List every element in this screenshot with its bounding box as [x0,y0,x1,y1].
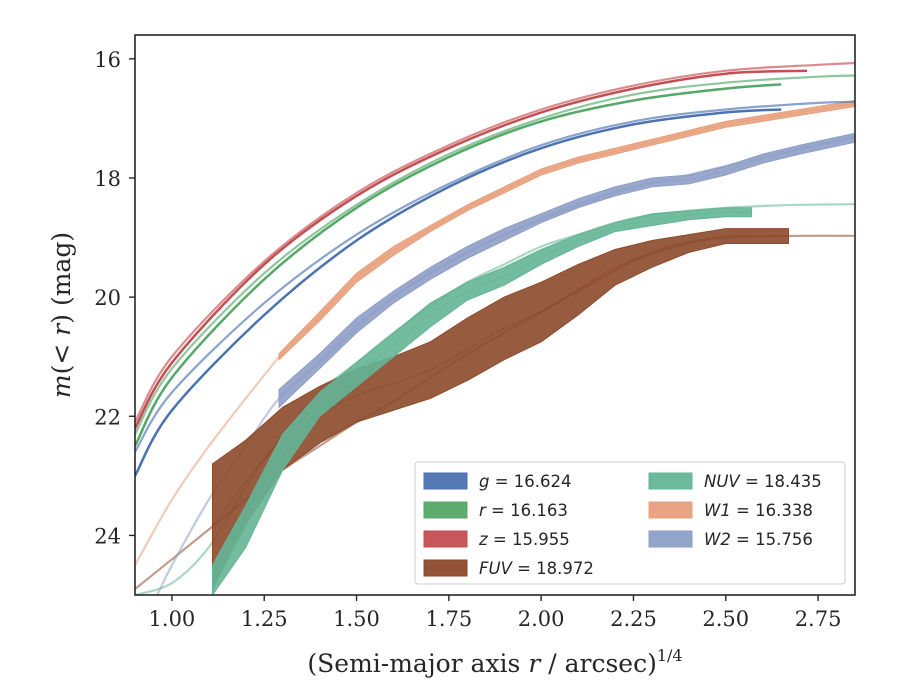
y-tick-label-0: 16 [94,48,121,72]
x-tick-label-6: 2.50 [702,607,749,631]
y-tick-label-2: 20 [94,286,121,310]
x-tick-label-3: 1.75 [425,607,472,631]
x-tick-label-2: 1.50 [333,607,380,631]
x-tick-label-7: 2.75 [795,607,842,631]
x-tick-label-4: 2.00 [518,607,565,631]
y-tick-label-4: 24 [94,524,121,548]
legend-swatch-4 [648,472,693,490]
legend-swatch-6 [648,530,693,548]
series-0-line-secondary [135,108,782,477]
series-6-median [278,137,855,399]
x-tick-label-0: 1.00 [149,607,196,631]
plot-frame [134,34,856,596]
series-6-band [278,132,855,409]
y-tick-label-1: 18 [94,167,121,191]
legend-swatch-3 [423,559,468,577]
legend-label-2: z = 15.955 [478,530,570,549]
series-5-band [278,99,855,361]
series-2-line-secondary [135,69,808,429]
legend-label-0: g = 16.624 [479,472,572,491]
series-1-line [135,74,855,435]
legend-swatch-5 [648,501,693,519]
y-axis-ticks: 16 18 20 22 24 [94,48,135,548]
legend-label-1: r = 16.163 [479,501,568,520]
x-tick-label-1: 1.25 [241,607,288,631]
y-tick-label-3: 22 [94,405,121,429]
legend: g = 16.624 r = 16.163 z = 15.955 FUV = 18.9… [414,461,846,585]
legend-label-5: W1 = 16.338 [704,501,813,520]
series-4-median [211,211,752,581]
legend-label-4: NUV = 18.435 [704,472,822,491]
x-axis-ticks: 1.00 1.25 1.50 1.75 2.00 2.25 2.50 2.75 [149,595,842,631]
legend-swatch-2 [423,530,468,548]
series-5-median [278,102,855,358]
y-axis-title: m(< r) (mag) [47,232,76,398]
legend-swatch-1 [423,501,468,519]
x-axis-title: (Semi-major axis r / arcsec)1/4 [307,646,682,678]
series-0-line [135,100,855,453]
legend-box [414,461,846,585]
data-layer [135,61,855,595]
legend-label-6: W2 = 15.756 [704,530,813,549]
legend-swatch-0 [423,472,468,490]
series-5-extension-line [135,355,281,567]
series-2-line [135,61,855,423]
series-1-line-secondary [135,83,782,447]
legend-label-3: FUV = 18.972 [479,559,594,578]
x-tick-label-5: 2.25 [610,607,657,631]
